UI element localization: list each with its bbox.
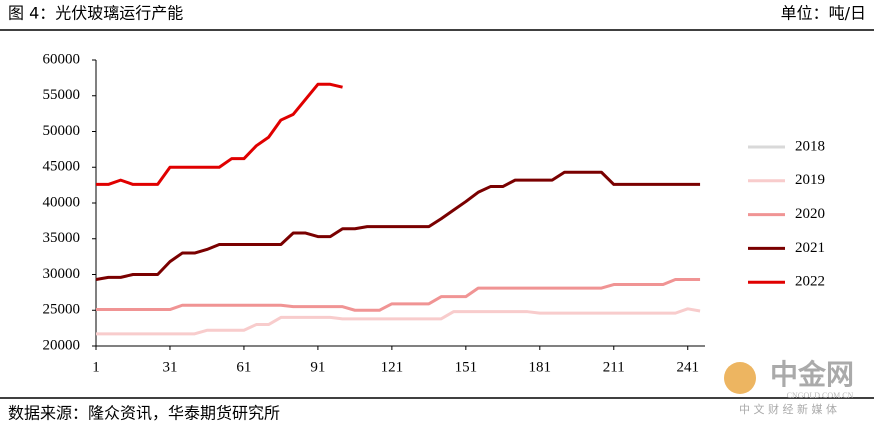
figure-title: 图 4：光伏玻璃运行产能 bbox=[8, 4, 183, 23]
legend-label: 2021 bbox=[795, 240, 825, 256]
y-tick-label: 50000 bbox=[43, 123, 81, 139]
y-tick-label: 45000 bbox=[43, 159, 81, 175]
y-tick-label: 30000 bbox=[43, 266, 81, 282]
legend-label: 2018 bbox=[795, 138, 825, 154]
source-note: 数据来源：隆众资讯，华泰期货研究所 bbox=[8, 404, 280, 423]
legend-label: 2020 bbox=[795, 206, 825, 222]
x-tick-label: 1 bbox=[92, 359, 100, 375]
y-tick-label: 40000 bbox=[43, 194, 81, 210]
x-tick-label: 241 bbox=[676, 359, 699, 375]
x-tick-label: 211 bbox=[603, 359, 625, 375]
x-tick-label: 151 bbox=[455, 359, 478, 375]
y-tick-label: 60000 bbox=[43, 51, 81, 67]
y-tick-label: 55000 bbox=[43, 87, 81, 103]
unit-label: 单位：吨/日 bbox=[781, 4, 866, 23]
x-tick-label: 91 bbox=[310, 359, 325, 375]
watermark-domain: CNGOLD.COM.CN bbox=[787, 391, 854, 400]
legend-label: 2019 bbox=[795, 172, 825, 188]
y-tick-label: 35000 bbox=[43, 230, 81, 246]
y-tick-label: 20000 bbox=[43, 337, 81, 353]
watermark-name: 中金网 bbox=[770, 358, 854, 391]
x-tick-label: 61 bbox=[236, 359, 251, 375]
series-line bbox=[95, 170, 701, 281]
watermark-logo bbox=[724, 362, 756, 394]
x-tick-label: 121 bbox=[381, 359, 404, 375]
x-tick-label: 181 bbox=[529, 359, 552, 375]
watermark-slogan: 中 文 财 经 新 媒 体 bbox=[739, 402, 837, 416]
x-tick-label: 31 bbox=[162, 359, 177, 375]
series-line bbox=[96, 278, 701, 312]
series-line bbox=[96, 82, 343, 186]
legend-label: 2022 bbox=[795, 274, 825, 290]
y-tick-label: 25000 bbox=[43, 302, 81, 318]
series-line bbox=[96, 307, 701, 336]
